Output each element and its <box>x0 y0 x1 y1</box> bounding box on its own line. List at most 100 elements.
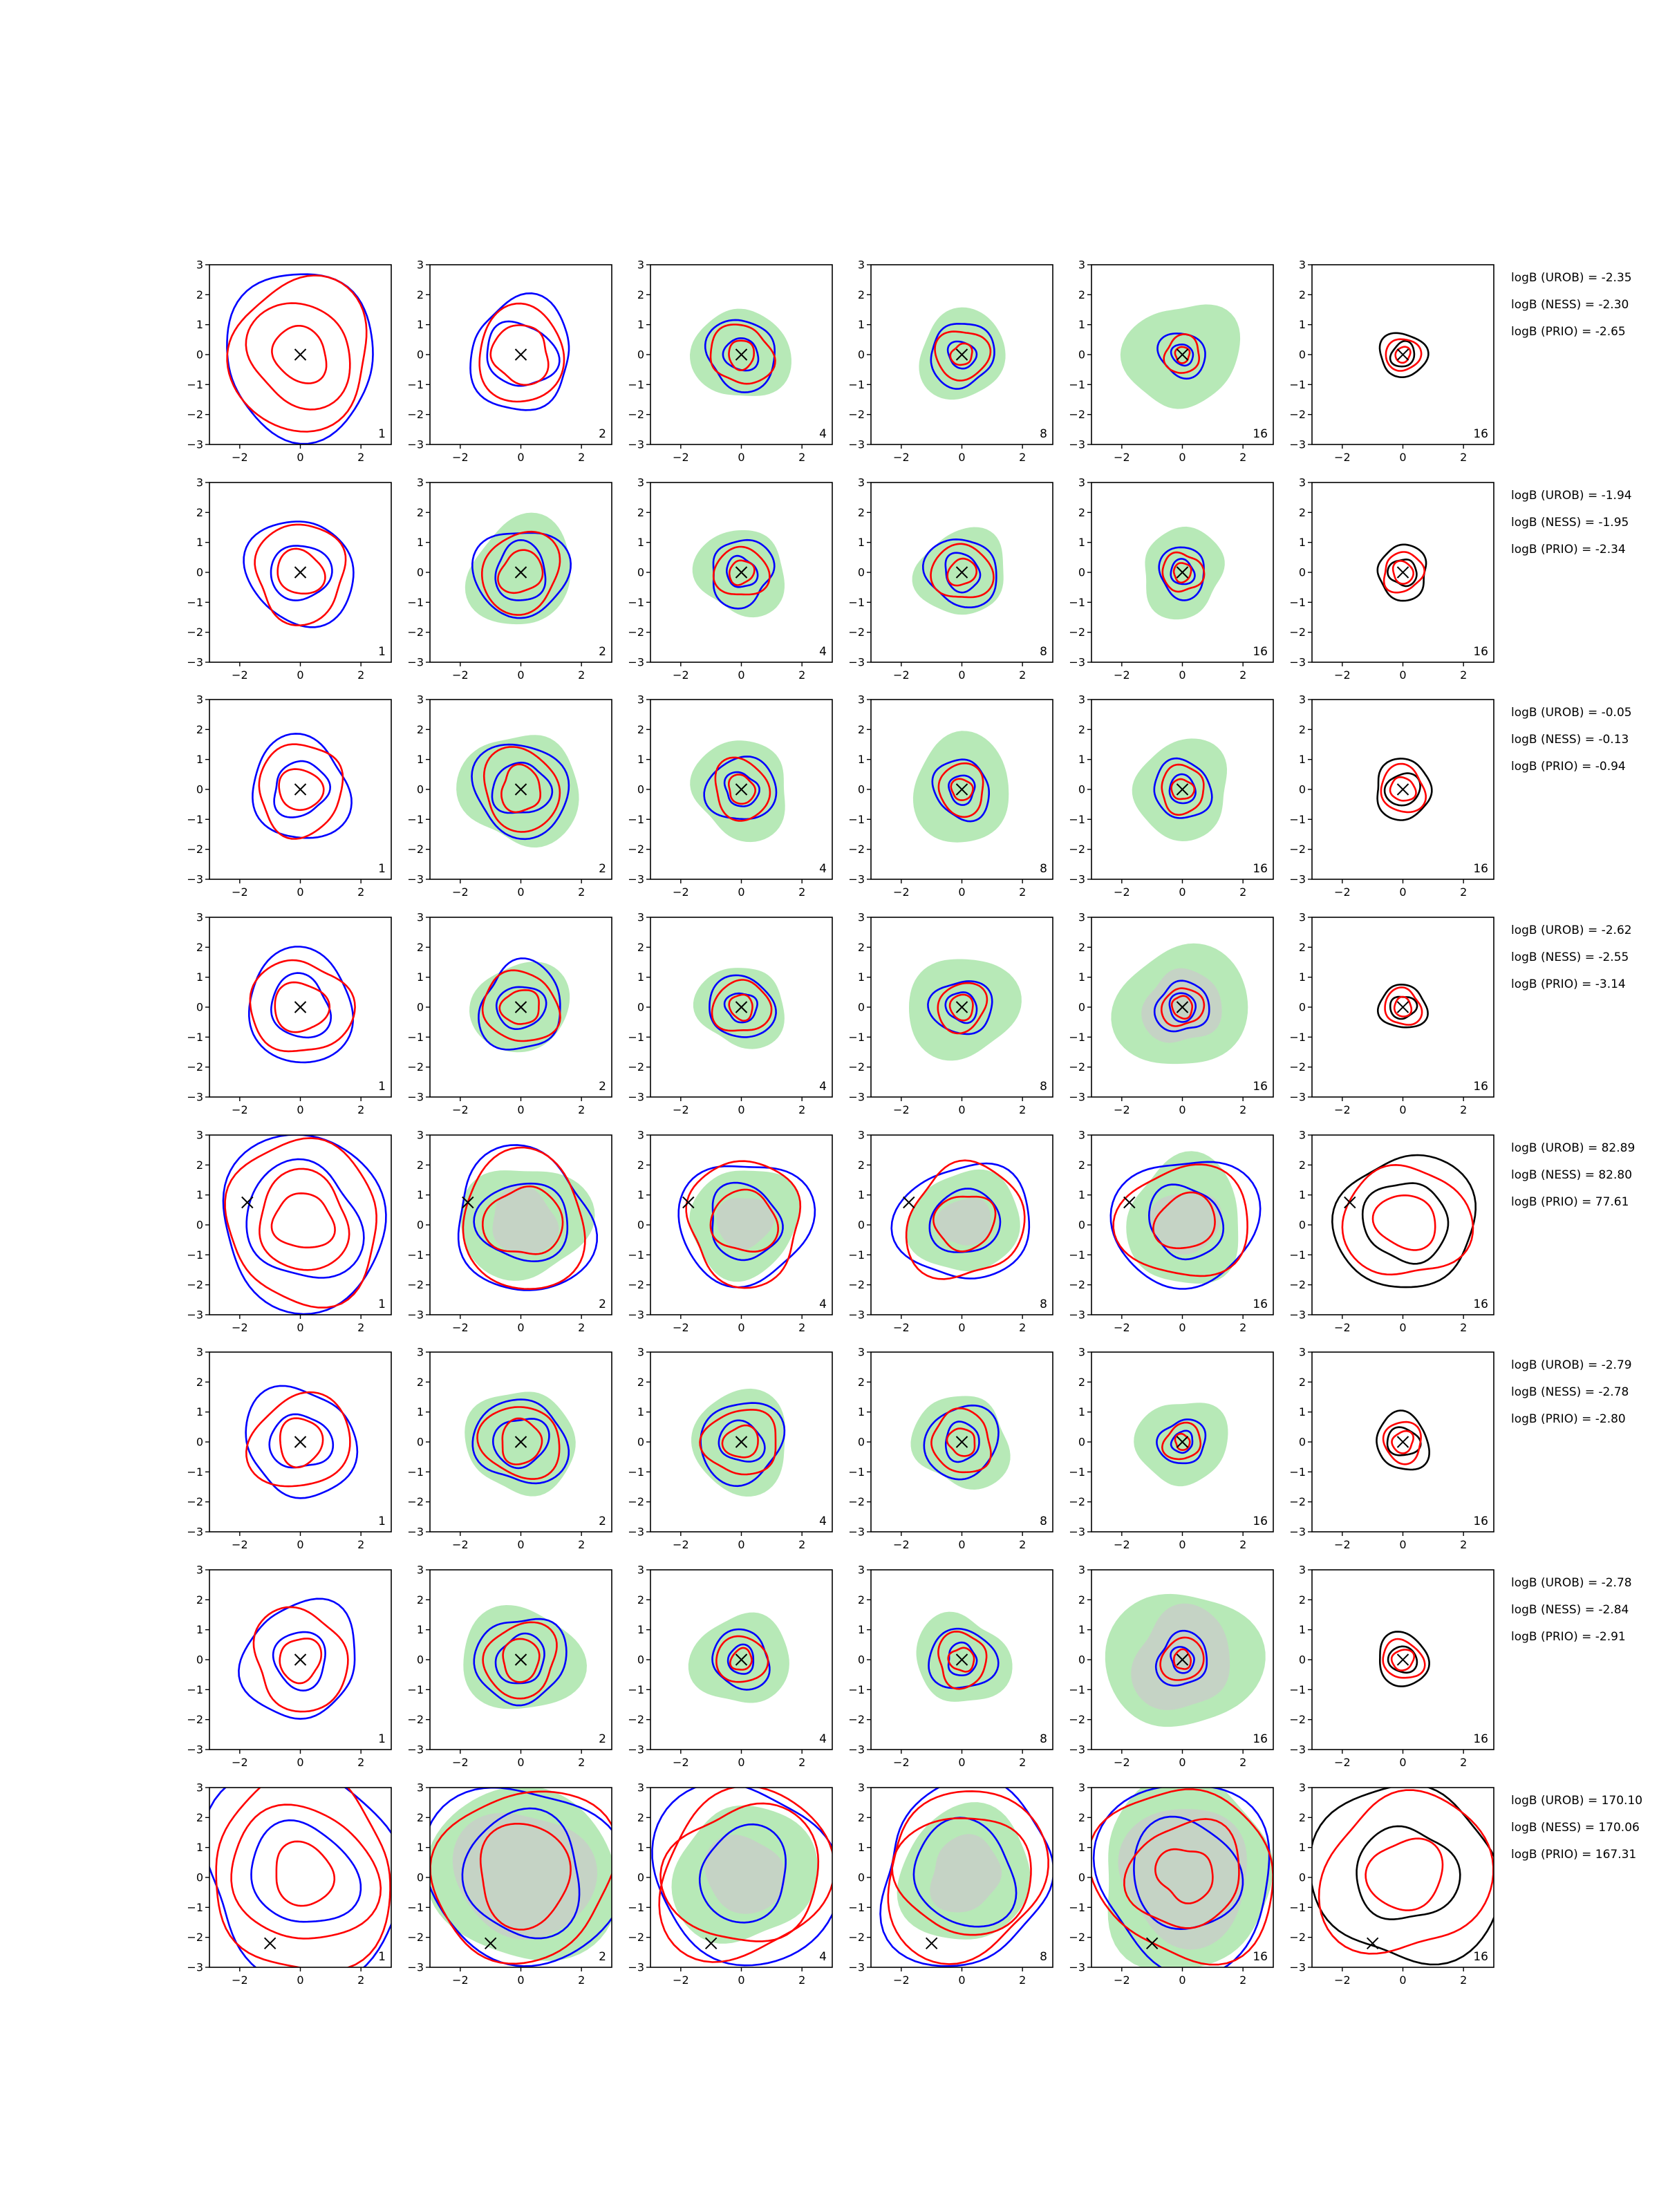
y-tick-label: −1 <box>628 1031 644 1044</box>
blue-contour <box>478 957 561 1051</box>
y-tick-label: 0 <box>637 566 644 579</box>
y-tick-label: −2 <box>848 626 865 639</box>
y-tick-label: 3 <box>637 259 644 272</box>
y-tick-label: 2 <box>858 723 865 736</box>
x-tick-label: 0 <box>517 1756 524 1769</box>
panel-count-label: 4 <box>819 1732 827 1746</box>
panel-r2-c5: −3 −2 −1 0 1 2 3 −2 0 2 16 <box>1069 476 1274 682</box>
x-tick-label: 2 <box>1460 1974 1467 1987</box>
blue-contour <box>931 758 990 823</box>
y-tick-label: −3 <box>407 1309 424 1322</box>
plot-area <box>690 740 785 843</box>
plot-area <box>1120 304 1241 409</box>
true-value-marker <box>735 1436 748 1448</box>
red-contour <box>1161 1421 1202 1461</box>
black-contour <box>1356 1825 1461 1920</box>
logb-label: logB (NESS) = -1.95 <box>1511 516 1629 529</box>
x-tick-label: −2 <box>452 1974 469 1987</box>
panel-r6-c1: −3 −2 −1 0 1 2 3 −2 0 2 1 <box>187 1346 392 1551</box>
y-tick-label: 0 <box>858 1653 865 1667</box>
y-tick-label: 0 <box>637 1871 644 1884</box>
x-tick-label: 2 <box>798 1103 805 1116</box>
x-tick-label: 0 <box>297 1974 303 1987</box>
panel-r3-c6: −3 −2 −1 0 1 2 3 −2 0 2 16 <box>1289 693 1494 899</box>
y-tick-label: 0 <box>1078 566 1085 579</box>
y-tick-label: 1 <box>858 971 865 984</box>
x-tick-label: 2 <box>1460 451 1467 464</box>
axes-frame <box>209 1787 392 1968</box>
blue-contour <box>473 1618 568 1707</box>
y-tick-label: −1 <box>1289 596 1306 609</box>
blue-contour <box>944 1421 980 1463</box>
y-tick-label: −3 <box>1069 1743 1085 1756</box>
red-contour <box>1161 763 1205 816</box>
panel-count-label: 1 <box>378 1950 386 1964</box>
panel-r7-c3: −3 −2 −1 0 1 2 3 −2 0 2 4 <box>628 1564 833 1769</box>
green-contour <box>1132 738 1227 841</box>
y-tick-label: −1 <box>848 1901 865 1914</box>
red-contour <box>1161 551 1206 593</box>
red-contour <box>270 1192 336 1248</box>
plot-area <box>1378 332 1430 378</box>
y-tick-label: −3 <box>848 1526 865 1539</box>
y-tick-label: 0 <box>417 1001 424 1014</box>
x-tick-label: −2 <box>232 1974 248 1987</box>
y-tick-label: 3 <box>637 1129 644 1142</box>
panel-count-label: 16 <box>1253 1080 1268 1094</box>
x-tick-label: 0 <box>297 1321 303 1334</box>
panel-count-label: 16 <box>1473 427 1488 441</box>
x-tick-label: 0 <box>517 1103 524 1116</box>
y-tick-label: −3 <box>628 873 644 886</box>
blue-contour <box>245 1158 365 1279</box>
blue-contour <box>1147 1183 1225 1261</box>
y-tick-label: −3 <box>628 438 644 451</box>
x-tick-label: 2 <box>1019 451 1026 464</box>
y-tick-label: −2 <box>407 626 424 639</box>
x-tick-label: 0 <box>958 1974 965 1987</box>
x-tick-label: 2 <box>1019 885 1026 899</box>
x-tick-label: −2 <box>893 1538 910 1551</box>
red-contour <box>498 988 540 1025</box>
panel-r5-c2: −3 −2 −1 0 1 2 3 −2 0 2 2 <box>407 1129 612 1334</box>
axes-frame <box>1311 1787 1494 1968</box>
y-tick-label: 0 <box>637 348 644 362</box>
y-tick-label: −1 <box>628 378 644 391</box>
y-tick-label: −2 <box>407 1060 424 1074</box>
x-tick-label: −2 <box>1114 1321 1130 1334</box>
y-tick-label: 2 <box>196 1376 203 1389</box>
x-tick-label: 2 <box>578 1974 585 1987</box>
red-contour <box>482 746 561 833</box>
true-value-marker <box>294 566 307 579</box>
y-tick-label: 1 <box>1299 1405 1306 1418</box>
panel-r8-c3: −3 −2 −1 0 1 2 3 −2 0 2 4 <box>628 1781 833 1987</box>
y-tick-label: 0 <box>1299 348 1306 362</box>
red-contour <box>1152 1191 1216 1250</box>
y-tick-label: 1 <box>196 1405 203 1418</box>
panel-count-label: 2 <box>599 862 606 876</box>
y-tick-label: −1 <box>628 1465 644 1479</box>
y-tick-label: −2 <box>628 843 644 856</box>
x-tick-label: 0 <box>738 1103 744 1116</box>
y-tick-label: 1 <box>417 753 424 766</box>
y-tick-label: −3 <box>1289 1526 1306 1539</box>
y-tick-label: −3 <box>187 873 203 886</box>
x-tick-label: 2 <box>798 1756 805 1769</box>
red-contour <box>271 325 328 384</box>
x-tick-label: 0 <box>738 451 744 464</box>
panel-count-label: 2 <box>599 1732 606 1746</box>
x-tick-label: −2 <box>452 668 469 682</box>
blue-contour <box>222 1135 387 1315</box>
plot-area <box>692 530 785 618</box>
red-contour <box>715 1635 769 1683</box>
blue-contour <box>1156 1418 1207 1465</box>
x-tick-label: 0 <box>297 1103 303 1116</box>
panel-r6-c2: −3 −2 −1 0 1 2 3 −2 0 2 2 <box>407 1346 612 1551</box>
red-contour <box>728 339 755 371</box>
true-value-marker <box>294 1436 307 1448</box>
y-tick-label: −3 <box>628 1091 644 1104</box>
y-tick-label: 1 <box>858 1188 865 1201</box>
true-value-marker <box>735 783 748 796</box>
true-value-marker <box>514 783 527 796</box>
